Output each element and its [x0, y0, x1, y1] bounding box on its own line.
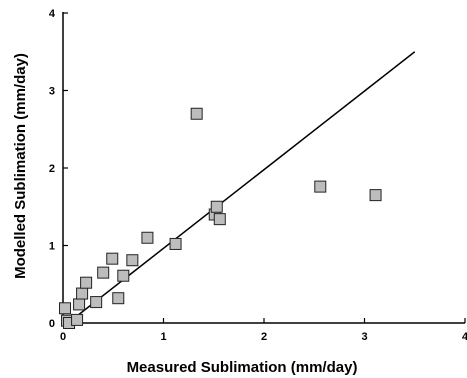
x-tick-label: 4: [462, 331, 467, 343]
x-axis-title: Measured Sublimation (mm/day): [127, 359, 358, 376]
fit-line: [67, 51, 416, 324]
data-point: [210, 200, 223, 213]
x-tick-label: 3: [361, 331, 367, 343]
data-points: [59, 107, 382, 329]
data-point: [90, 296, 103, 309]
y-tick-label: 0: [49, 318, 55, 330]
tick-labels: 0 1 2 3 4 0 1 2 3 4: [49, 8, 467, 343]
y-tick-label: 3: [49, 86, 55, 98]
y-tick-label: 2: [49, 163, 55, 175]
data-point: [169, 237, 182, 250]
data-point: [117, 269, 130, 282]
x-tick-label: 2: [261, 331, 267, 343]
data-point: [112, 292, 125, 305]
data-point: [97, 266, 110, 279]
x-tick-label: 0: [60, 331, 66, 343]
data-point: [190, 107, 203, 120]
data-point: [71, 313, 84, 326]
data-point: [80, 276, 93, 289]
data-point: [73, 298, 86, 311]
fit-line-group: [67, 51, 416, 324]
data-point: [126, 254, 139, 267]
y-tick-label: 4: [49, 8, 56, 20]
y-axis-title: Modelled Sublimation (mm/day): [12, 53, 29, 279]
data-point: [59, 302, 72, 315]
data-point: [76, 287, 89, 300]
x-tick-label: 1: [160, 331, 166, 343]
data-point: [213, 213, 226, 226]
data-point: [314, 180, 327, 193]
data-point: [106, 252, 119, 265]
data-point: [369, 189, 382, 202]
data-point: [141, 231, 154, 244]
y-tick-label: 1: [49, 241, 55, 253]
